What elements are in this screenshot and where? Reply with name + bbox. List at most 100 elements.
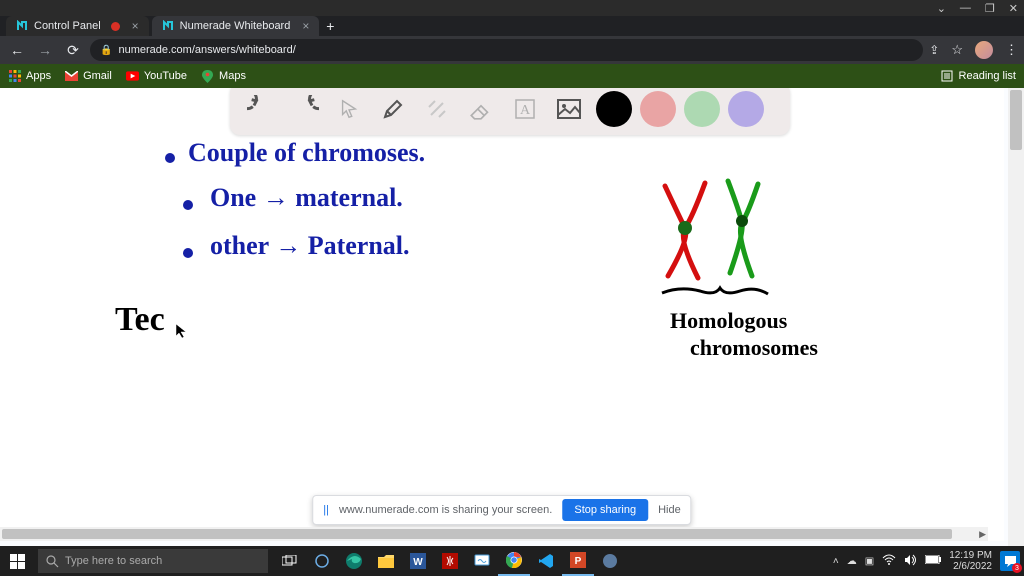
tab-title: Numerade Whiteboard	[180, 20, 291, 32]
tab-title: Control Panel	[34, 20, 101, 32]
bookmark-label: YouTube	[144, 70, 187, 82]
window-dropdown-icon[interactable]: ⌄	[937, 2, 946, 15]
search-icon	[46, 555, 59, 568]
scrollbar-thumb[interactable]	[2, 529, 952, 539]
forward-button[interactable]: →	[34, 39, 56, 61]
bookmark-label: Apps	[26, 70, 51, 82]
pen-tool[interactable]	[374, 90, 412, 128]
text-tool[interactable]: A	[506, 90, 544, 128]
battery-icon[interactable]	[925, 555, 941, 567]
powerpoint-app-icon[interactable]: P	[562, 546, 594, 576]
handwriting-tec: Tec	[115, 301, 165, 339]
acrobat-app-icon[interactable]	[434, 546, 466, 576]
window-close-button[interactable]: ✕	[1009, 2, 1018, 15]
bullet-icon	[165, 153, 175, 163]
apps-grid-icon	[8, 70, 21, 83]
chromosome-drawing	[650, 178, 790, 298]
lock-icon: 🔒	[100, 45, 112, 56]
chrome-app-icon[interactable]	[498, 546, 530, 576]
vscode-app-icon[interactable]	[530, 546, 562, 576]
browser-tab-whiteboard[interactable]: Numerade Whiteboard ×	[152, 16, 320, 36]
reading-list-icon	[941, 70, 954, 83]
whiteboard-app-icon[interactable]	[466, 546, 498, 576]
svg-text:P: P	[575, 556, 582, 567]
maps-bookmark[interactable]: Maps	[201, 70, 246, 83]
scrollbar-thumb[interactable]	[1010, 90, 1022, 150]
cursor-icon	[175, 323, 189, 339]
scroll-right-icon[interactable]: ▶	[979, 529, 986, 540]
bookmarks-bar: Apps Gmail YouTube Maps Reading list	[0, 64, 1024, 88]
tray-expand-icon[interactable]: ˄	[833, 556, 839, 567]
system-tray: ˄ ☁ ▣ 12:19 PM 2/6/2022 3	[833, 550, 1024, 572]
handwriting-line-1: Couple of chromoses.	[188, 138, 425, 168]
maps-icon	[201, 70, 214, 83]
edge-app-icon[interactable]	[338, 546, 370, 576]
youtube-bookmark[interactable]: YouTube	[126, 70, 187, 83]
svg-text:A: A	[520, 103, 531, 118]
search-placeholder: Type here to search	[65, 555, 162, 567]
apps-bookmark[interactable]: Apps	[8, 70, 51, 83]
gmail-bookmark[interactable]: Gmail	[65, 70, 112, 83]
reading-list-label: Reading list	[959, 70, 1016, 82]
whiteboard-canvas[interactable]: A Couple of chromoses. One → maternal. o…	[0, 88, 1004, 541]
taskbar-clock[interactable]: 12:19 PM 2/6/2022	[949, 550, 992, 572]
stop-sharing-button[interactable]: Stop sharing	[562, 499, 648, 521]
browser-tab-control-panel[interactable]: Control Panel ×	[6, 16, 149, 36]
horizontal-scrollbar[interactable]: ▶	[0, 527, 988, 541]
hide-share-button[interactable]: Hide	[658, 504, 681, 516]
address-bar: ← → ⟳ 🔒 numerade.com/answers/whiteboard/…	[0, 36, 1024, 64]
task-view-button[interactable]	[274, 546, 306, 576]
redo-button[interactable]	[286, 90, 324, 128]
tools-disabled-icon	[418, 90, 456, 128]
new-tab-button[interactable]: +	[319, 16, 341, 36]
clock-date: 2/6/2022	[949, 561, 992, 572]
page-content: A Couple of chromoses. One → maternal. o…	[0, 88, 1024, 546]
gmail-icon	[65, 70, 78, 83]
explorer-app-icon[interactable]	[370, 546, 402, 576]
bookmark-label: Maps	[219, 70, 246, 82]
bullet-icon	[183, 200, 193, 210]
undo-button[interactable]	[242, 90, 280, 128]
taskbar-app-generic[interactable]	[594, 546, 626, 576]
omnibox[interactable]: 🔒 numerade.com/answers/whiteboard/	[90, 39, 923, 61]
share-info-icon: ||	[323, 504, 329, 516]
volume-icon[interactable]	[904, 554, 917, 569]
share-text: www.numerade.com is sharing your screen.	[339, 504, 552, 516]
reload-button[interactable]: ⟳	[62, 39, 84, 61]
tab-strip: Control Panel × Numerade Whiteboard × +	[0, 16, 1024, 36]
window-minimize-button[interactable]: —	[960, 2, 971, 14]
vertical-scrollbar[interactable]	[1008, 88, 1024, 546]
profile-avatar[interactable]	[975, 41, 993, 59]
eraser-tool[interactable]	[462, 90, 500, 128]
pointer-tool[interactable]	[330, 90, 368, 128]
color-black[interactable]	[596, 91, 632, 127]
start-button[interactable]	[0, 546, 34, 576]
notifications-button[interactable]: 3	[1000, 551, 1020, 571]
share-page-icon[interactable]: ⇪	[929, 43, 939, 57]
numerade-icon	[162, 20, 174, 32]
color-pink[interactable]	[640, 91, 676, 127]
tab-close-button[interactable]: ×	[302, 19, 309, 33]
image-tool[interactable]	[550, 90, 588, 128]
screen-share-bar: || www.numerade.com is sharing your scre…	[312, 495, 691, 525]
reading-list-button[interactable]: Reading list	[941, 70, 1016, 83]
numerade-icon	[16, 20, 28, 32]
back-button[interactable]: ←	[6, 39, 28, 61]
meet-icon[interactable]: ▣	[865, 556, 874, 567]
url-text: numerade.com/answers/whiteboard/	[118, 44, 295, 56]
handwriting-label-1: Homologous	[670, 308, 787, 334]
onedrive-icon[interactable]: ☁	[847, 556, 857, 567]
color-green[interactable]	[684, 91, 720, 127]
browser-menu-button[interactable]: ⋮	[1005, 42, 1018, 58]
windows-taskbar: Type here to search W P ˄ ☁ ▣ 12:19 PM 2…	[0, 546, 1024, 576]
bookmark-star-icon[interactable]: ☆	[951, 42, 963, 58]
svg-text:W: W	[413, 557, 423, 568]
wifi-icon[interactable]	[882, 554, 896, 568]
tab-close-button[interactable]: ×	[132, 19, 139, 33]
cortana-button[interactable]	[306, 546, 338, 576]
window-maximize-button[interactable]: ❐	[985, 2, 995, 15]
bullet-icon	[183, 248, 193, 258]
word-app-icon[interactable]: W	[402, 546, 434, 576]
taskbar-search[interactable]: Type here to search	[38, 549, 268, 573]
color-purple[interactable]	[728, 91, 764, 127]
